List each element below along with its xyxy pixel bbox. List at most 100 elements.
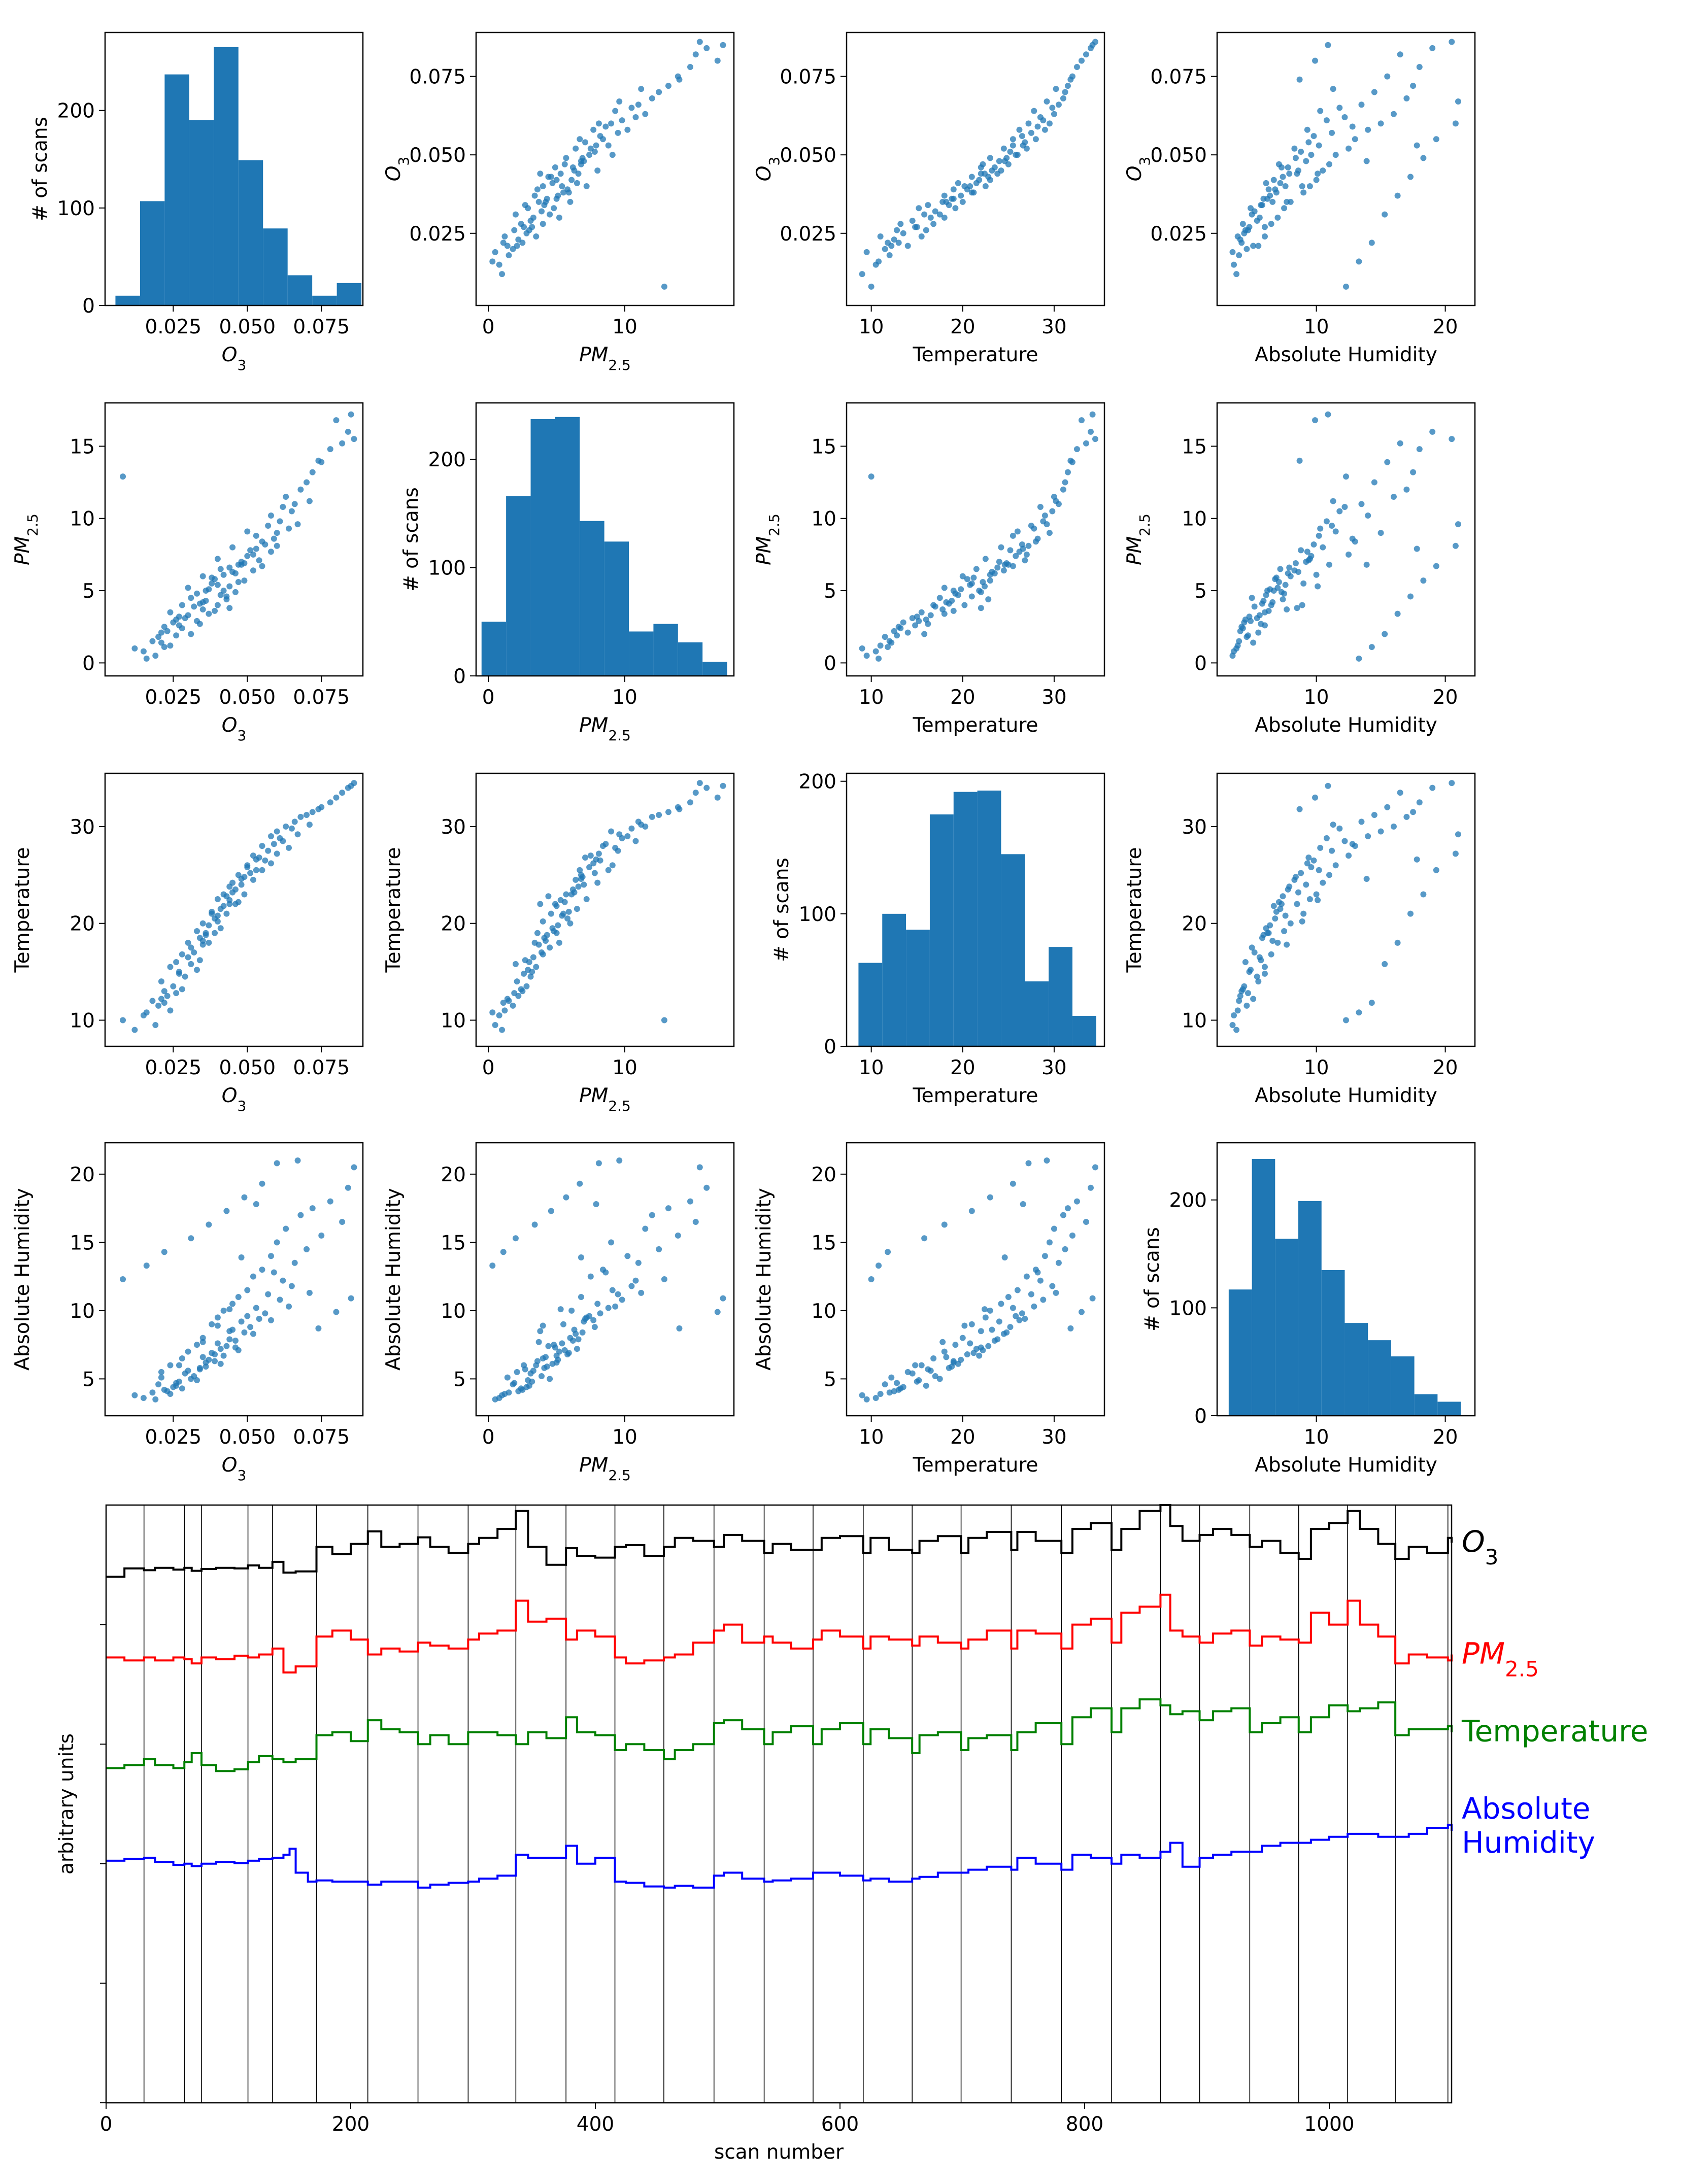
y-tick-label: 10 xyxy=(811,508,836,531)
panel-frame xyxy=(475,402,735,677)
scatter-point xyxy=(1300,189,1307,196)
scatter-point xyxy=(581,881,587,888)
scatter-point xyxy=(586,152,593,158)
scatter-point xyxy=(967,1340,973,1347)
scatter-point xyxy=(1429,784,1436,791)
scatter-point xyxy=(909,1370,916,1377)
scatter-point xyxy=(1368,240,1375,246)
scatter-point xyxy=(1032,136,1039,143)
scatter-point xyxy=(191,603,197,610)
scatter-point xyxy=(1315,170,1321,177)
scatter-point xyxy=(217,1360,224,1367)
x-tick-label: 20 xyxy=(950,686,976,709)
scatter-point xyxy=(692,790,699,796)
scatter-point xyxy=(863,653,870,659)
scatter-point xyxy=(930,1355,937,1362)
y-tick-label: 0 xyxy=(82,295,95,318)
scatter-point xyxy=(170,619,177,626)
scatter-point xyxy=(1250,996,1257,1002)
scatter-point xyxy=(859,271,865,278)
scatter-point xyxy=(1363,158,1370,164)
scatter-point xyxy=(1010,563,1016,569)
hist-bar xyxy=(702,662,727,676)
scatter-point xyxy=(720,42,726,48)
scatter-point xyxy=(895,240,902,246)
x-tick-label: 800 xyxy=(1066,2113,1103,2136)
scatter-point xyxy=(1371,89,1377,95)
hist-y-label: # of scans xyxy=(400,487,423,592)
scatter-point xyxy=(1365,833,1371,840)
y-axis-label-Temperature: Temperature xyxy=(1123,847,1146,973)
scatter-point xyxy=(199,941,206,948)
scatter-point xyxy=(220,903,227,909)
scatter-point xyxy=(987,577,993,584)
scatter-point xyxy=(1377,120,1384,127)
scatter-point xyxy=(703,784,710,791)
scatter-point xyxy=(574,180,580,186)
scatter-point xyxy=(897,1385,904,1392)
panel-Temperature-vs-AbsoluteHumidity: 10 20 30 Temperature 10 20 Absolute Humidity xyxy=(1123,772,1476,1107)
scatter-point xyxy=(868,283,875,290)
series-label-O3: O3 xyxy=(1462,1524,1498,1569)
scatter-point xyxy=(501,1390,508,1397)
scatter-point xyxy=(1277,566,1284,572)
scatter-point xyxy=(649,95,655,101)
scatter-point xyxy=(489,1009,496,1016)
scatter-point xyxy=(214,582,221,588)
scatter-point xyxy=(547,1376,553,1382)
scatter-point xyxy=(619,1296,625,1303)
scatter-point xyxy=(565,189,572,196)
scatter-point xyxy=(1261,964,1268,970)
scatter-point xyxy=(1397,440,1403,447)
scatter-point xyxy=(602,1269,609,1276)
scatter-point xyxy=(1064,1205,1071,1212)
hist-bar xyxy=(1252,1158,1275,1416)
x-axis-label-AbsoluteHumidity: Absolute Humidity xyxy=(1255,714,1437,737)
scatter-point xyxy=(616,1157,623,1164)
x-tick-label: 0.050 xyxy=(219,1056,276,1079)
scatter-point xyxy=(1384,459,1391,465)
scatter-point xyxy=(523,230,530,236)
panel-O3-vs-O3: 0 100 200# of scans 0.025 0.050 0.075 O3 xyxy=(29,31,364,373)
scatter-point xyxy=(209,574,215,581)
scatter-point xyxy=(714,57,721,64)
scatter-point xyxy=(1414,545,1420,552)
scatter-point xyxy=(206,1356,212,1363)
scatter-point xyxy=(1352,136,1358,143)
scatter-point xyxy=(1295,889,1302,896)
scatter-point xyxy=(214,918,221,925)
scatter-point xyxy=(1016,1317,1023,1323)
scatter-point xyxy=(703,1184,710,1191)
scatter-point xyxy=(1368,1000,1375,1006)
scatter-point xyxy=(1265,607,1272,614)
scatter-point xyxy=(271,1269,277,1276)
y-tick-label: 30 xyxy=(441,816,466,839)
scatter-point xyxy=(1346,145,1352,152)
scatter-point xyxy=(212,607,218,614)
scatter-point xyxy=(555,922,561,929)
scatter-point xyxy=(1397,790,1403,796)
scatter-point xyxy=(925,202,931,209)
scatter-point xyxy=(1263,925,1269,932)
scatter-point xyxy=(624,833,631,840)
scatter-point xyxy=(188,631,194,637)
scatter-point xyxy=(563,891,569,898)
scatter-point xyxy=(518,1385,524,1392)
scatter-point xyxy=(149,1389,156,1396)
scatter-point xyxy=(1270,903,1277,909)
scatter-point xyxy=(1269,599,1276,605)
scatter-point xyxy=(265,522,272,529)
scatter-point xyxy=(638,1289,645,1296)
scatter-point xyxy=(306,1289,313,1296)
scatter-point xyxy=(214,912,221,919)
y-tick-label: 0 xyxy=(1194,1405,1207,1428)
scatter-point xyxy=(333,794,340,801)
scatter-point xyxy=(1277,180,1284,186)
scatter-point xyxy=(1329,522,1335,529)
scatter-point xyxy=(291,501,298,507)
scatter-point xyxy=(214,602,221,608)
scatter-point xyxy=(1330,498,1336,504)
scatter-point xyxy=(1326,161,1332,167)
scatter-point xyxy=(161,988,167,995)
